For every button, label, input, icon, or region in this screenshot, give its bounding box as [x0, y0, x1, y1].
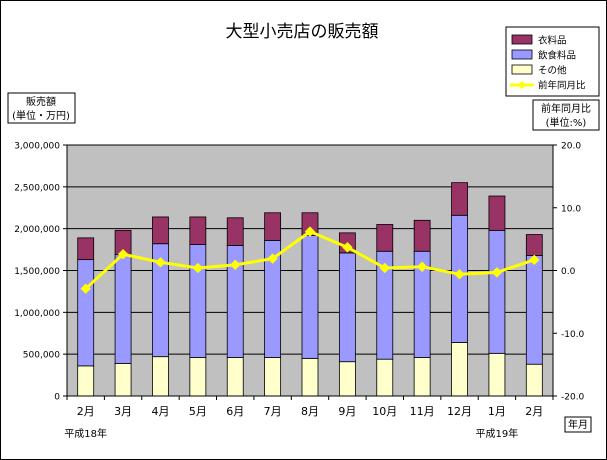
bars — [77, 182, 543, 397]
yoy-point — [416, 261, 428, 272]
x-tick-label: 1月 — [488, 405, 506, 418]
left-tick-label: 2,000,000 — [14, 225, 60, 235]
bar-segment — [226, 217, 244, 246]
bar-segment — [525, 255, 543, 365]
x-tick-label: 12月 — [447, 405, 472, 418]
bar-segment — [525, 234, 543, 256]
bar-segment — [488, 195, 506, 231]
yoy-point — [230, 259, 241, 271]
yoy-point — [342, 242, 353, 253]
bar-segment — [226, 357, 244, 397]
x-unit-label: 年月 — [564, 416, 592, 433]
right-tick-label: -20.0 — [561, 393, 585, 403]
right-tick-label: 0.0 — [561, 267, 576, 277]
yoy-point — [304, 226, 316, 237]
bar-segment — [264, 357, 282, 397]
yoy-point — [267, 253, 278, 264]
left-tick-label: 3,000,000 — [14, 142, 60, 152]
bar-segment — [152, 216, 169, 245]
yoy-point — [491, 267, 503, 278]
legend-marker — [518, 81, 526, 89]
yoy-point — [117, 248, 129, 260]
bar-segment — [114, 254, 132, 364]
year-label: 平成18年 — [64, 427, 107, 440]
right-tick-label: 20.0 — [561, 142, 581, 152]
bar-segment — [488, 352, 506, 397]
x-unit-label-text: 年月 — [568, 418, 588, 431]
legend-swatch — [511, 34, 533, 45]
yoy-point — [192, 262, 204, 274]
bar-segment — [301, 357, 319, 397]
bar-segment — [114, 362, 132, 397]
x-tick-label: 7月 — [264, 405, 282, 418]
bar-segment — [264, 212, 282, 241]
bar-segment — [376, 224, 394, 252]
yoy-point — [80, 283, 91, 294]
bar-segment — [77, 237, 95, 261]
yoy-point — [454, 269, 465, 280]
right-axis-title: 前年同月比 (単位:%) — [532, 99, 600, 131]
axes — [63, 144, 557, 400]
bar-segment — [77, 259, 95, 367]
bar-segment — [451, 182, 468, 216]
left-tick-label: 1,000,000 — [14, 309, 60, 319]
bar-segment — [77, 365, 95, 397]
yoy-line-series — [80, 226, 540, 294]
left-axis-title-line1: 販売額 — [26, 95, 56, 108]
legend-label: 飲食料品 — [538, 50, 576, 62]
x-tick-label: 2月 — [525, 405, 543, 418]
bar-segment — [451, 342, 468, 397]
bar-segment — [413, 357, 431, 397]
yoy-point — [529, 254, 540, 266]
chart-title: 大型小売店の販売額 — [226, 22, 379, 42]
x-tick-label: 9月 — [338, 405, 356, 418]
right-tick-label: -10.0 — [561, 330, 585, 340]
x-tick-label: 6月 — [226, 405, 244, 418]
bar-segment — [338, 361, 356, 397]
legend-label: 衣料品 — [538, 35, 567, 47]
left-tick-label: 2,500,000 — [14, 183, 60, 193]
bar-segment — [189, 357, 207, 397]
bar-segment — [152, 356, 169, 397]
right-axis-title-line1: 前年同月比 — [541, 102, 591, 115]
x-tick-label: 10月 — [372, 405, 397, 418]
x-tick-labels: 2月 3月 4月 5月 6月 7月 8月 9月 10月 11月 12月 1月 2月 — [77, 405, 544, 418]
year-labels: 平成18年 平成19年 — [64, 427, 518, 440]
x-tick-label: 5月 — [189, 405, 207, 418]
x-tick-label: 3月 — [114, 405, 132, 418]
legend-swatch — [511, 49, 533, 60]
bar-segment — [488, 229, 506, 354]
left-tick-labels: 0 500,000 1,000,000 1,500,000 2,000,000 2,500… — [14, 142, 60, 403]
x-tick-label: 4月 — [151, 405, 169, 418]
bar-segment — [189, 216, 207, 245]
right-tick-labels: -20.0 -10.0 0.0 10.0 20.0 — [561, 142, 585, 403]
x-tick-label: 2月 — [77, 405, 95, 418]
legend-label: 前年同月比 — [538, 80, 586, 92]
legend-swatch — [511, 64, 533, 75]
yoy-point — [379, 262, 390, 274]
right-tick-label: 10.0 — [561, 204, 581, 214]
bar-segment — [376, 358, 394, 397]
x-tick-label: 8月 — [301, 405, 319, 418]
bar-segment — [338, 252, 356, 363]
bar-segment — [301, 234, 319, 359]
legend-label: その他 — [538, 65, 567, 77]
bar-segment — [525, 363, 543, 397]
bar-segment — [413, 219, 431, 252]
year-label: 平成19年 — [476, 427, 519, 440]
left-axis-title: 販売額 (単位・万円) — [7, 92, 76, 124]
x-tick-label: 11月 — [410, 405, 435, 418]
left-tick-label: 0 — [54, 393, 60, 403]
left-tick-label: 1,500,000 — [14, 267, 60, 277]
left-axis-title-line2: (単位・万円) — [12, 109, 70, 122]
yoy-point — [155, 257, 166, 268]
right-axis-title-line2: (単位:%) — [546, 116, 587, 129]
left-tick-label: 500,000 — [23, 351, 60, 361]
bar-segment — [189, 244, 207, 358]
